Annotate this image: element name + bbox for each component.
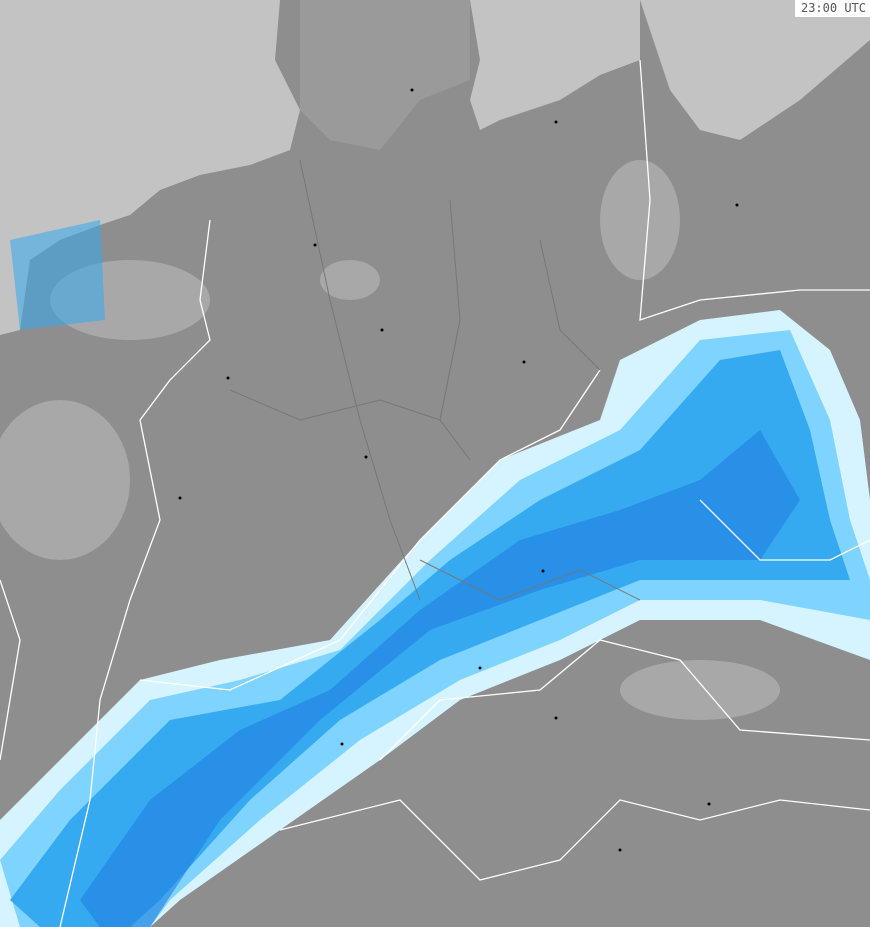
- baltic-sea-west: [470, 0, 640, 130]
- ground-clutter: [0, 160, 780, 720]
- jutland: [300, 0, 470, 150]
- national-borders: [0, 59, 870, 927]
- baltic-sea-east: [640, 0, 870, 140]
- north-sea: [0, 0, 300, 335]
- precip-high: [80, 430, 800, 927]
- regional-borders: [229, 159, 641, 601]
- timestamp-label: 23:00 UTC: [794, 0, 870, 17]
- city-dots: [178, 88, 739, 852]
- precip-netherlands: [10, 220, 105, 330]
